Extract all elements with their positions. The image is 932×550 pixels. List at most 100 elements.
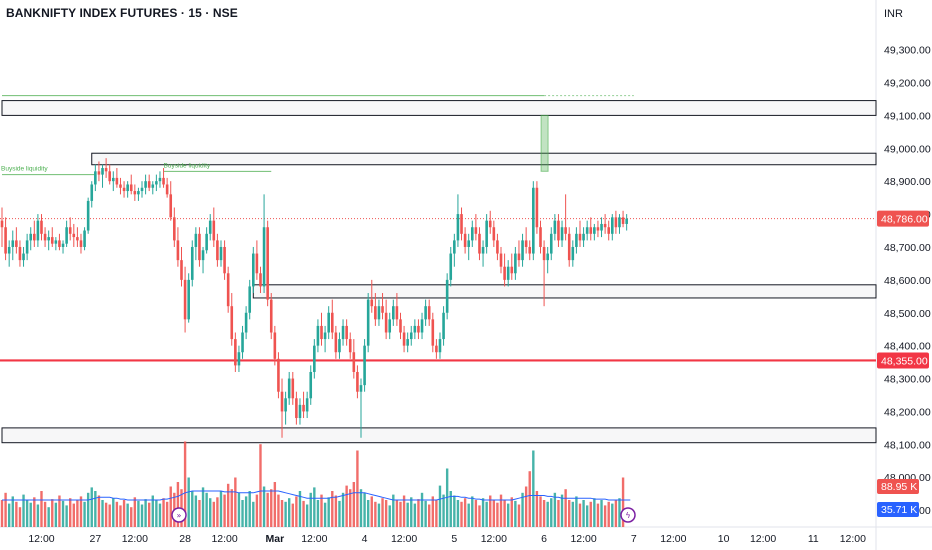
volume-bar (406, 502, 409, 527)
candle-body (165, 184, 169, 195)
candle-body (29, 233, 33, 241)
volume-bar (29, 502, 32, 527)
candle-body (449, 253, 453, 280)
candle (546, 246, 549, 274)
volume-bar (101, 500, 104, 527)
candle-body (431, 319, 435, 346)
candle (413, 319, 417, 340)
volume-bar (61, 500, 65, 527)
volume-bar (578, 503, 582, 527)
time-tick-label: 11 (808, 533, 819, 545)
volume-bar (115, 501, 119, 527)
time-tick-label: 12:00 (840, 533, 866, 545)
candle (614, 210, 618, 234)
chart-title: BANKNIFTY INDEX FUTURES · 15 · NSE (6, 6, 238, 20)
candle (352, 339, 356, 379)
volume-bar (334, 495, 338, 527)
volume-bar (474, 500, 478, 527)
candle-body (226, 273, 230, 307)
candle-body (244, 312, 248, 333)
volume-bar (43, 501, 47, 527)
volume-bar (535, 491, 539, 527)
candle-body (287, 378, 291, 399)
candle (90, 181, 94, 208)
volume-bar (144, 499, 147, 527)
candle-body (442, 312, 445, 340)
candle (255, 240, 259, 280)
candle-body (76, 237, 79, 241)
fast-forward-icon[interactable]: » (171, 507, 187, 523)
candle (298, 398, 302, 425)
candle-body (212, 220, 216, 241)
volume-bar (517, 504, 521, 527)
candle-body (162, 177, 165, 185)
candle-body (187, 279, 190, 320)
volume-bar (191, 491, 194, 527)
volume-bar (72, 503, 75, 527)
candle-body (374, 306, 377, 320)
candle-body (208, 220, 212, 234)
volume-bar (266, 492, 269, 527)
candle (76, 227, 79, 247)
volume-bar (252, 501, 255, 527)
currency-label[interactable]: INR (884, 8, 903, 20)
candle-body (61, 243, 65, 247)
volume-bar (277, 494, 280, 527)
volume-bar (230, 489, 233, 527)
candle-body (262, 227, 266, 287)
candle-body (557, 220, 560, 241)
volume-bar (226, 483, 230, 527)
volume-bar (384, 500, 388, 527)
volume-ma-line (2, 490, 631, 501)
volume-bar (270, 489, 273, 527)
candle-body (169, 194, 173, 218)
candle-body (54, 240, 58, 244)
lightning-icon[interactable]: ϟ (620, 507, 636, 523)
price-tick-label: 48,300.00 (884, 374, 931, 386)
candle-body (366, 299, 370, 346)
candle-body (499, 253, 503, 267)
candle-body (470, 227, 474, 241)
candle (29, 227, 33, 251)
candle-body (15, 240, 18, 247)
candle-body (22, 253, 25, 261)
candle-body (94, 171, 97, 185)
volume-bar (410, 497, 413, 527)
candle-body (539, 227, 542, 247)
support-price-label: 48,355.00 (881, 355, 928, 367)
candle-body (585, 227, 589, 234)
volume-bar (291, 503, 294, 527)
volume-bar (575, 496, 578, 527)
candle (201, 246, 205, 274)
candle-body (97, 171, 101, 175)
volume-bar (478, 505, 481, 527)
volume-bar (345, 485, 348, 527)
candle (589, 217, 593, 241)
volume-bar (614, 500, 618, 527)
candle (58, 233, 61, 251)
volume-bar (33, 497, 36, 527)
candle (43, 227, 47, 247)
volume-bar (209, 498, 212, 527)
volume-bar (305, 504, 309, 527)
candle-body (115, 177, 119, 185)
candle-body (108, 171, 111, 182)
candle (54, 237, 58, 251)
candle (295, 391, 298, 425)
candle (111, 171, 115, 192)
candle-body (517, 253, 521, 261)
candle-body (453, 240, 456, 254)
zone-box (91, 152, 877, 166)
candle-body (7, 246, 11, 254)
candle-body (460, 214, 463, 234)
candle (305, 391, 309, 419)
candle-body (111, 177, 115, 182)
candle-body (316, 325, 320, 346)
volume-bar (510, 497, 513, 527)
candle (248, 279, 252, 320)
volume-bar (528, 471, 531, 527)
volume-bar (356, 450, 359, 527)
candle-body (528, 246, 532, 254)
